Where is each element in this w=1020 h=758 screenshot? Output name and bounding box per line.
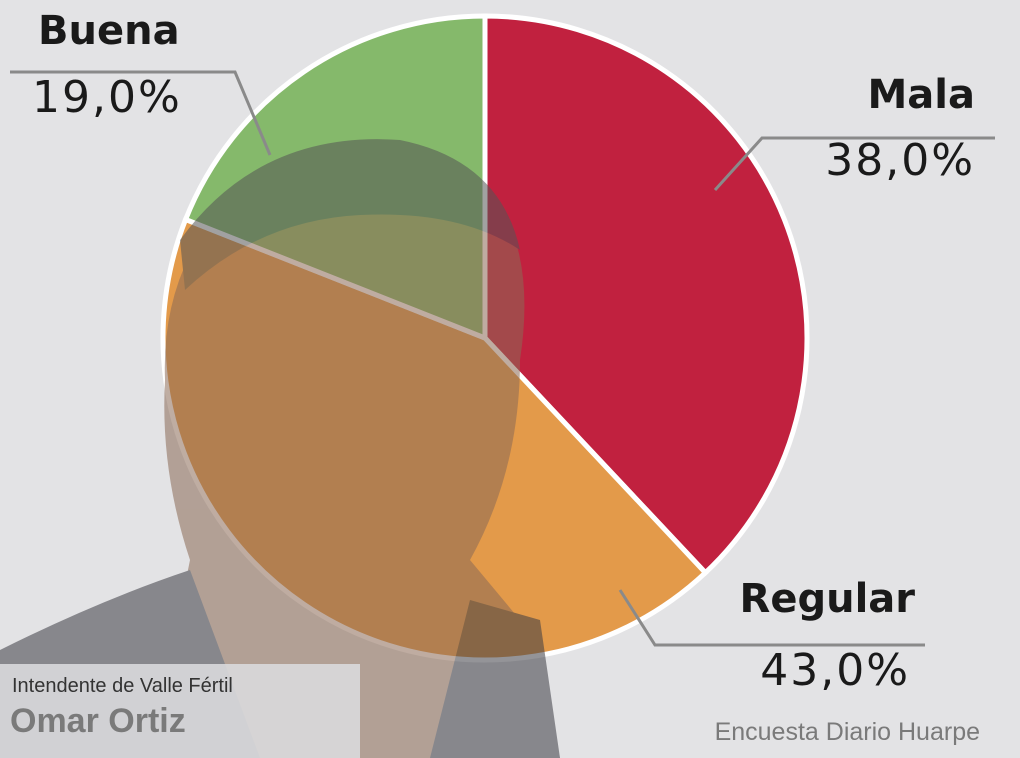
value-label: 38,0% xyxy=(825,135,975,186)
category-label: Buena xyxy=(38,8,180,54)
source: Encuesta Diario Huarpe xyxy=(715,718,980,746)
category-label: Regular xyxy=(740,576,916,622)
leader-line xyxy=(10,70,272,156)
labels: Mala 38,0% Regular 43,0% Buena 19,0% xyxy=(10,8,995,696)
caption-box xyxy=(0,664,360,758)
leader-line xyxy=(618,589,925,647)
leader-line xyxy=(713,136,995,192)
value-label: 43,0% xyxy=(760,645,910,696)
value-label: 19,0% xyxy=(32,72,182,123)
category-label: Mala xyxy=(868,72,976,118)
caption-title: Intendente de Valle Fértil xyxy=(12,675,233,697)
pie-slice xyxy=(482,13,810,577)
caption-name: Omar Ortiz xyxy=(10,702,186,740)
portrait-hair xyxy=(180,139,520,290)
portrait-silhouette xyxy=(150,145,560,758)
